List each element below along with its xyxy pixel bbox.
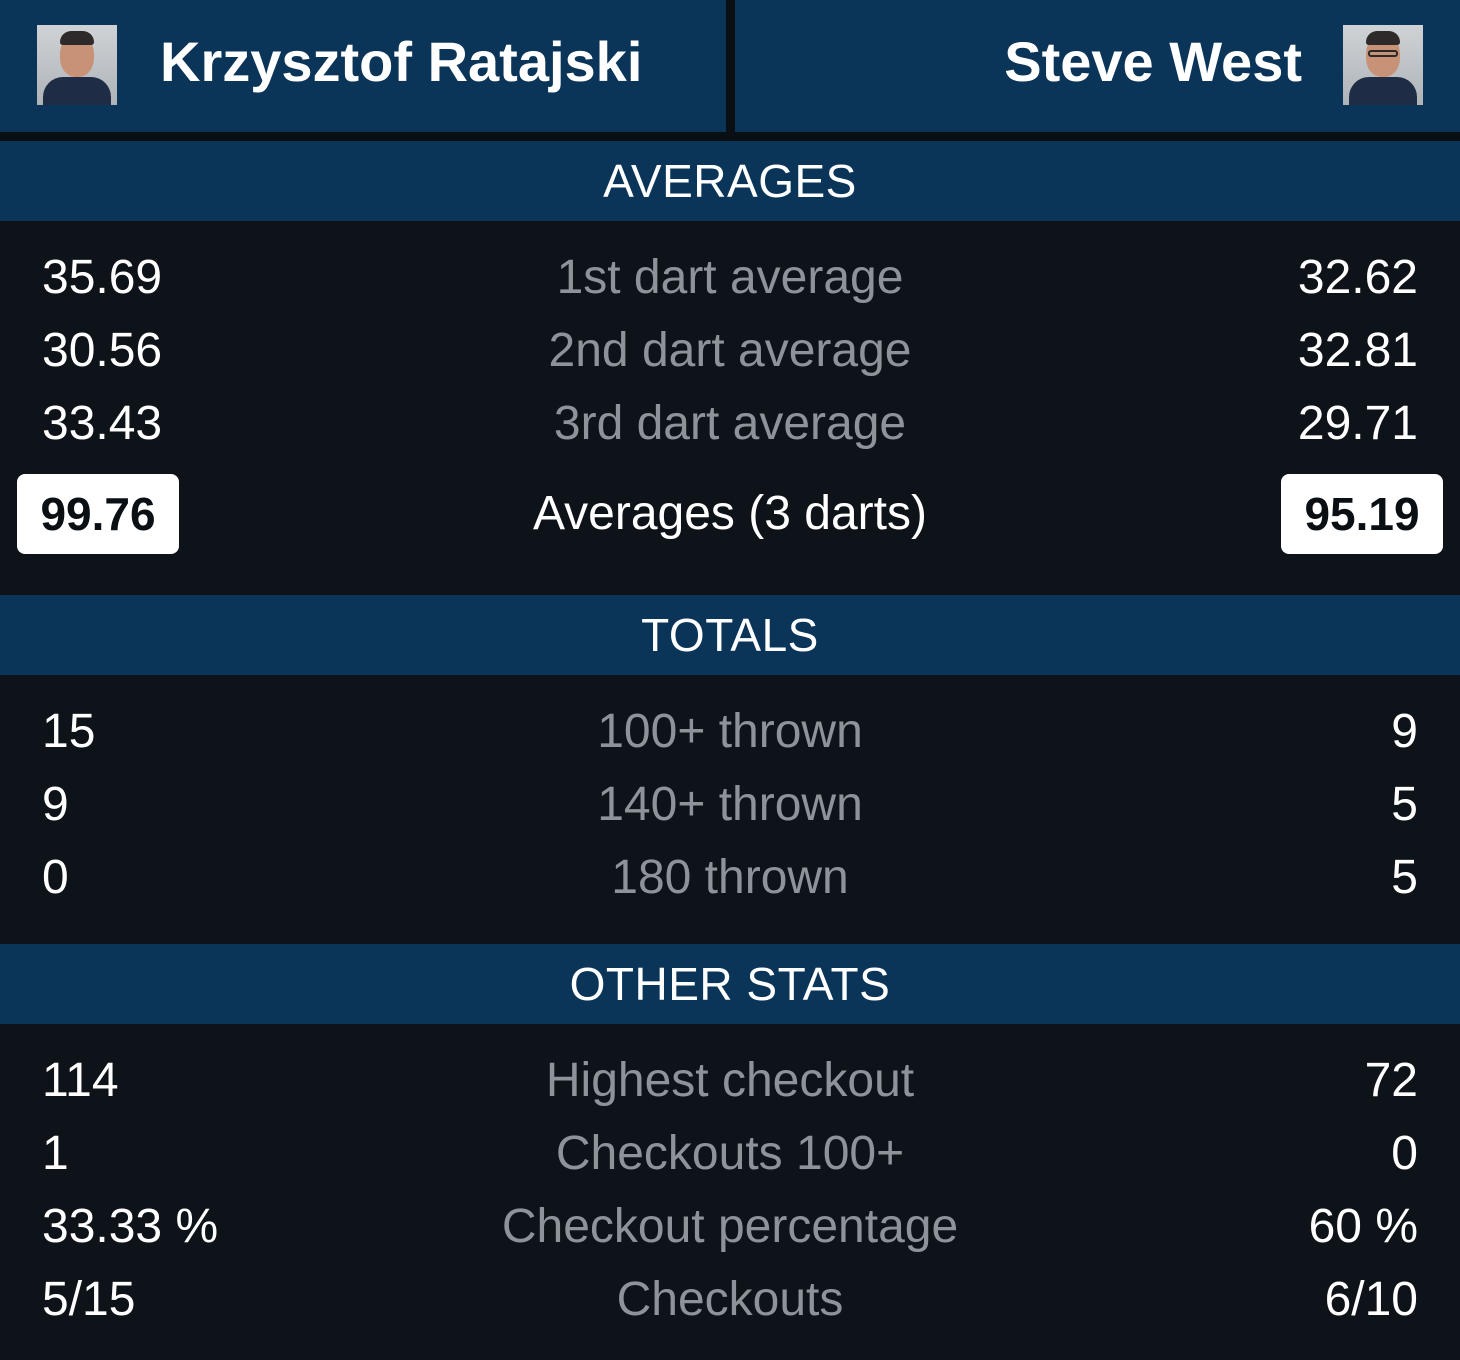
stat-label: 100+ thrown	[597, 705, 863, 758]
stat-left-value: 9	[42, 778, 69, 831]
stat-right-value: 5	[1391, 778, 1418, 831]
section-totals: 15 100+ thrown 9 9 140+ thrown 5 0 180 t…	[0, 675, 1460, 944]
player-right[interactable]: Steve West	[735, 0, 1460, 132]
stat-label: 140+ thrown	[597, 778, 863, 831]
stat-right-value: 60 %	[1308, 1200, 1418, 1253]
stat-row: 114 Highest checkout 72	[0, 1044, 1460, 1117]
player-left[interactable]: Krzysztof Ratajski	[0, 0, 726, 132]
stat-label: 2nd dart average	[548, 324, 912, 377]
stat-right-value: 6/10	[1324, 1273, 1418, 1326]
stat-label: Checkouts 100+	[555, 1127, 905, 1180]
stat-left-value: 33.33 %	[42, 1200, 219, 1253]
player-right-name: Steve West	[1004, 30, 1302, 93]
stat-right-value: 0	[1391, 1127, 1418, 1180]
average-summary-label: Averages (3 darts)	[533, 487, 927, 540]
stat-row: 9 140+ thrown 5	[0, 768, 1460, 841]
stat-label: 1st dart average	[556, 251, 904, 304]
stat-row: 5/15 Checkouts 6/10	[0, 1263, 1460, 1336]
stat-label: Checkout percentage	[501, 1200, 959, 1253]
stat-row: 33.43 3rd dart average 29.71	[0, 387, 1460, 460]
stat-left-value: 35.69	[42, 251, 163, 304]
stat-label: Checkouts	[616, 1273, 844, 1326]
stat-label: 180 thrown	[611, 851, 849, 904]
stat-left-value: 114	[42, 1054, 119, 1107]
player-left-name: Krzysztof Ratajski	[160, 30, 643, 93]
stat-row: 15 100+ thrown 9	[0, 695, 1460, 768]
stat-right-value: 29.71	[1297, 397, 1418, 450]
stat-right-value: 72	[1364, 1054, 1418, 1107]
stat-row: 1 Checkouts 100+ 0	[0, 1117, 1460, 1190]
stat-row: 35.69 1st dart average 32.62	[0, 241, 1460, 314]
stat-right-value: 32.62	[1297, 251, 1418, 304]
left-average-badge: 99.76	[17, 474, 179, 554]
stat-right-value: 5	[1391, 851, 1418, 904]
stat-row: 33.33 % Checkout percentage 60 %	[0, 1190, 1460, 1263]
stat-left-value: 0	[42, 851, 69, 904]
right-average-badge: 95.19	[1281, 474, 1443, 554]
player-right-avatar	[1343, 25, 1423, 105]
section-header-averages: AVERAGES	[0, 141, 1460, 221]
player-left-avatar	[37, 25, 117, 105]
stat-left-value: 30.56	[42, 324, 163, 377]
stat-left-value: 33.43	[42, 397, 163, 450]
stat-left-value: 1	[42, 1127, 69, 1180]
stat-row: 0 180 thrown 5	[0, 841, 1460, 914]
section-averages: 35.69 1st dart average 32.62 30.56 2nd d…	[0, 221, 1460, 595]
stat-row: 30.56 2nd dart average 32.81	[0, 314, 1460, 387]
section-header-totals: TOTALS	[0, 595, 1460, 675]
players-header: Krzysztof Ratajski Steve West	[0, 0, 1460, 132]
stat-left-value: 5/15	[42, 1273, 136, 1326]
average-summary-row: 99.76 Averages (3 darts) 95.19	[0, 474, 1460, 554]
stat-left-value: 15	[42, 705, 96, 758]
stat-right-value: 9	[1391, 705, 1418, 758]
section-header-other-stats: OTHER STATS	[0, 944, 1460, 1024]
stat-right-value: 32.81	[1297, 324, 1418, 377]
stat-label: Highest checkout	[545, 1054, 915, 1107]
stat-label: 3rd dart average	[553, 397, 907, 450]
section-other-stats: 114 Highest checkout 72 1 Checkouts 100+…	[0, 1024, 1460, 1360]
